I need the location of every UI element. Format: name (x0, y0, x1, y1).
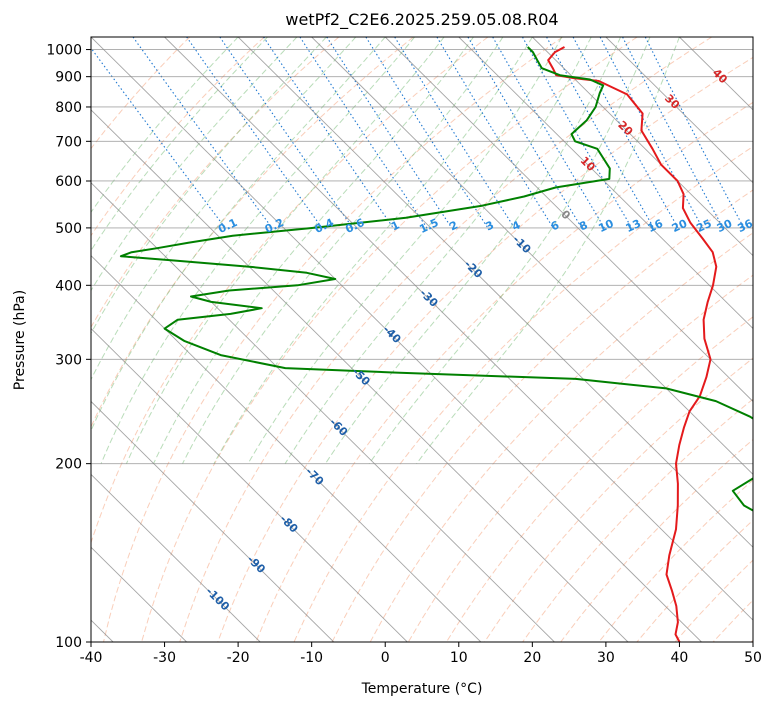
y-tick-label: 200 (55, 457, 82, 473)
moist-adiabat-line (213, 37, 533, 464)
x-tick-label: -10 (300, 650, 323, 666)
mixing-ratio-line (599, 37, 704, 229)
mixing-ratio-line (436, 37, 554, 229)
dry-adiabat-line (179, 37, 713, 642)
chart-title: wetPf2_C2E6.2025.259.05.08.R04 (285, 10, 558, 30)
isotherm-line (91, 327, 408, 642)
y-tick-label: 1000 (46, 43, 82, 59)
mixing-ratio-label: 25 (694, 217, 713, 235)
mixing-ratio-label: 10 (596, 217, 616, 235)
moist-adiabats (91, 37, 680, 464)
x-tick-label: -30 (153, 650, 176, 666)
x-axis-ticks: -40 -30 -20 -10 0 10 20 30 40 50 (80, 642, 762, 666)
dry-adiabat-line (369, 232, 753, 642)
y-tick-label: 300 (55, 352, 82, 368)
dewpoint-profile-line (119, 46, 753, 512)
moist-adiabat-line (91, 37, 357, 381)
mixing-ratio-line (365, 37, 489, 229)
y-axis-ticks: 100 200 300 400 500 600 700 800 900 1000 (46, 43, 91, 651)
mixing-ratio-line (572, 37, 679, 229)
dry-adiabat-line (217, 56, 753, 642)
moist-adiabat-line (416, 37, 680, 464)
mixing-ratio-line (263, 37, 394, 229)
moist-adiabat-line (125, 37, 445, 464)
x-tick-label: 10 (450, 650, 468, 666)
moist-adiabat-line (100, 37, 415, 464)
moist-adiabat-line (91, 37, 327, 335)
mixing-ratio-line (326, 37, 453, 229)
x-tick-label: 0 (381, 650, 390, 666)
isotherm-line (237, 37, 753, 548)
isotherm-line (91, 37, 702, 642)
dry-adiabat-line (255, 101, 753, 642)
isotherm-line (91, 255, 482, 642)
x-tick-label: 40 (671, 650, 689, 666)
dry-adiabat-line (445, 316, 753, 642)
isotherm-line (311, 37, 753, 475)
mixing-ratio-line (299, 37, 428, 229)
moist-adiabat-line (182, 37, 504, 464)
dry-adiabat-line (91, 37, 489, 545)
isotherm-line (91, 182, 555, 642)
x-axis-label: Temperature (°C) (361, 681, 483, 697)
isotherm-line (532, 37, 753, 257)
y-tick-label: 800 (55, 100, 82, 116)
mixing-ratio-label: 20 (670, 217, 690, 235)
mixing-ratio-label: 13 (624, 217, 643, 235)
isobars (91, 49, 753, 642)
isotherm-line (384, 37, 753, 403)
dry-adiabat-line (91, 37, 340, 329)
moist-adiabat-line (324, 37, 622, 464)
y-tick-label: 600 (55, 174, 82, 190)
mixing-ratio-label: 36 (735, 217, 755, 235)
dry-adiabat-line (91, 37, 265, 237)
x-tick-label: 20 (523, 650, 541, 666)
isotherm-line (91, 109, 629, 642)
mixing-ratio-label: 30 (715, 217, 735, 235)
y-tick-label: 900 (55, 70, 82, 86)
dry-adiabat-line (331, 189, 753, 642)
isotherm-line (605, 37, 753, 184)
dry-adiabat-line (103, 37, 563, 642)
x-tick-label: -20 (227, 650, 250, 666)
mixing-ratio-line (132, 37, 273, 229)
y-tick-label: 100 (55, 635, 82, 651)
x-tick-label: 50 (744, 650, 762, 666)
temperature-profile-line (547, 46, 718, 642)
y-tick-label: 500 (55, 221, 82, 237)
mixing-ratio-line (186, 37, 323, 229)
plot-area: -100-90-80-70-60-50-40-30-20-10010203040… (91, 37, 755, 642)
isotherms (91, 37, 753, 642)
y-tick-label: 400 (55, 278, 82, 294)
profile-series (119, 46, 753, 642)
y-tick-label: 700 (55, 134, 82, 150)
isotherm-line (91, 473, 261, 642)
moist-adiabat-line (91, 37, 386, 432)
x-tick-label: 30 (597, 650, 615, 666)
isotherm-line (91, 400, 335, 642)
moist-adiabat-line (247, 37, 563, 464)
mixing-ratio-label: 16 (646, 217, 666, 235)
mixing-ratio-line (219, 37, 354, 229)
moist-adiabat-line (284, 37, 592, 464)
x-tick-label: -40 (80, 650, 103, 666)
dry-adiabat-line (91, 37, 191, 150)
plot-frame (90, 36, 754, 643)
isotherm-line (458, 37, 753, 330)
mixing-ratio-line (91, 47, 226, 229)
moist-adiabat-line (368, 37, 651, 464)
y-axis-label: Pressure (hPa) (12, 290, 28, 390)
